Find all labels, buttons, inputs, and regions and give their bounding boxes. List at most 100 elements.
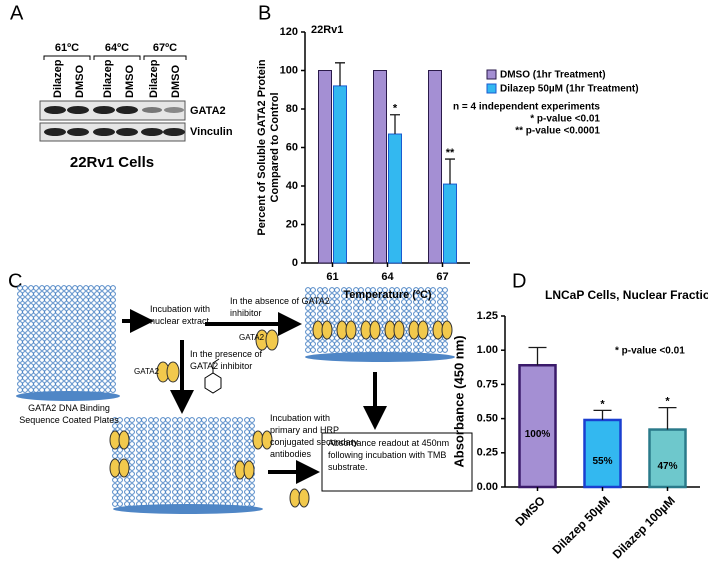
- dna-bead: [83, 303, 89, 309]
- dna-bead: [172, 453, 178, 459]
- dna-bead: [208, 423, 214, 429]
- dna-bead: [442, 305, 448, 311]
- dna-bead: [184, 447, 190, 453]
- x-tick-label: 67: [436, 271, 448, 283]
- dna-bead: [389, 311, 395, 317]
- dna-bead: [406, 341, 412, 347]
- bar: [373, 70, 387, 264]
- dna-bead: [358, 317, 364, 323]
- dna-bead: [148, 441, 154, 447]
- dna-bead: [160, 447, 166, 453]
- dna-bead: [141, 429, 147, 435]
- dna-bead: [55, 285, 61, 291]
- dna-bead: [44, 285, 50, 291]
- dna-bead: [305, 287, 311, 293]
- dna-bead: [124, 501, 130, 507]
- dna-bead: [213, 465, 219, 471]
- dna-bead: [225, 489, 231, 495]
- dna-bead: [77, 351, 83, 357]
- protein: [393, 320, 405, 340]
- legend-label: Dilazep 50µM (1hr Treatment): [500, 84, 639, 95]
- dna-bead: [55, 315, 61, 321]
- dna-bead: [346, 347, 352, 353]
- dna-bead: [88, 357, 94, 363]
- dna-bead: [148, 489, 154, 495]
- dna-bead: [177, 477, 183, 483]
- dna-bead: [61, 357, 67, 363]
- dna-bead: [208, 489, 214, 495]
- dna-bead: [141, 417, 147, 423]
- dna-bead: [61, 351, 67, 357]
- dna-bead: [189, 447, 195, 453]
- dna-bead: [346, 305, 352, 311]
- dna-bead: [189, 501, 195, 507]
- dna-bead: [39, 285, 45, 291]
- dna-bead: [220, 489, 226, 495]
- dna-bead: [196, 459, 202, 465]
- dna-bead: [177, 483, 183, 489]
- dna-bead: [160, 483, 166, 489]
- protein: [298, 488, 310, 508]
- dna-bead: [172, 441, 178, 447]
- dna-bead: [160, 417, 166, 423]
- dna-bead: [382, 305, 388, 311]
- dna-bead: [28, 327, 34, 333]
- dna-bead: [201, 453, 207, 459]
- dna-bead: [382, 347, 388, 353]
- dna-bead: [213, 429, 219, 435]
- dna-bead: [50, 381, 56, 387]
- dna-bead: [124, 453, 130, 459]
- dna-bead: [55, 321, 61, 327]
- dna-bead: [213, 423, 219, 429]
- dna-bead: [201, 477, 207, 483]
- dna-bead: [72, 321, 78, 327]
- dna-bead: [322, 341, 328, 347]
- dna-bead: [44, 309, 50, 315]
- dna-bead: [83, 363, 89, 369]
- dna-bead: [129, 489, 135, 495]
- dna-bead: [50, 291, 56, 297]
- dna-bead: [129, 447, 135, 453]
- dna-bead: [244, 501, 250, 507]
- dna-bead: [105, 327, 111, 333]
- dna-bead: [220, 471, 226, 477]
- dna-bead: [329, 341, 335, 347]
- dna-bead: [28, 357, 34, 363]
- dna-bead: [72, 357, 78, 363]
- dna-bead: [136, 495, 142, 501]
- dna-bead: [61, 303, 67, 309]
- dna-bead: [249, 453, 255, 459]
- dna-bead: [148, 453, 154, 459]
- dna-bead: [110, 381, 116, 387]
- dna-bead: [196, 423, 202, 429]
- dna-bead: [189, 423, 195, 429]
- dna-bead: [401, 305, 407, 311]
- dna-bead: [17, 375, 23, 381]
- dna-bead: [66, 333, 72, 339]
- dna-bead: [99, 381, 105, 387]
- dna-bead: [44, 345, 50, 351]
- dna-bead: [382, 287, 388, 293]
- dna-bead: [172, 465, 178, 471]
- y-tick-label: 0.75: [477, 378, 498, 390]
- dna-bead: [66, 327, 72, 333]
- dna-bead: [430, 293, 436, 299]
- dna-bead: [322, 347, 328, 353]
- dna-bead: [66, 357, 72, 363]
- dna-bead: [160, 477, 166, 483]
- lane-label: Dilazep: [52, 59, 64, 98]
- dna-bead: [17, 363, 23, 369]
- dna-bead: [358, 293, 364, 299]
- dna-bead: [28, 387, 34, 393]
- dna-bead: [88, 327, 94, 333]
- dna-bead: [22, 327, 28, 333]
- dna-bead: [442, 311, 448, 317]
- step-text: In the absence of GATA2 inhibitor: [230, 296, 330, 318]
- dna-bead: [39, 357, 45, 363]
- dna-bead: [50, 351, 56, 357]
- dna-bead: [44, 375, 50, 381]
- dna-bead: [365, 305, 371, 311]
- dna-bead: [72, 375, 78, 381]
- dna-bead: [99, 345, 105, 351]
- dna-bead: [189, 453, 195, 459]
